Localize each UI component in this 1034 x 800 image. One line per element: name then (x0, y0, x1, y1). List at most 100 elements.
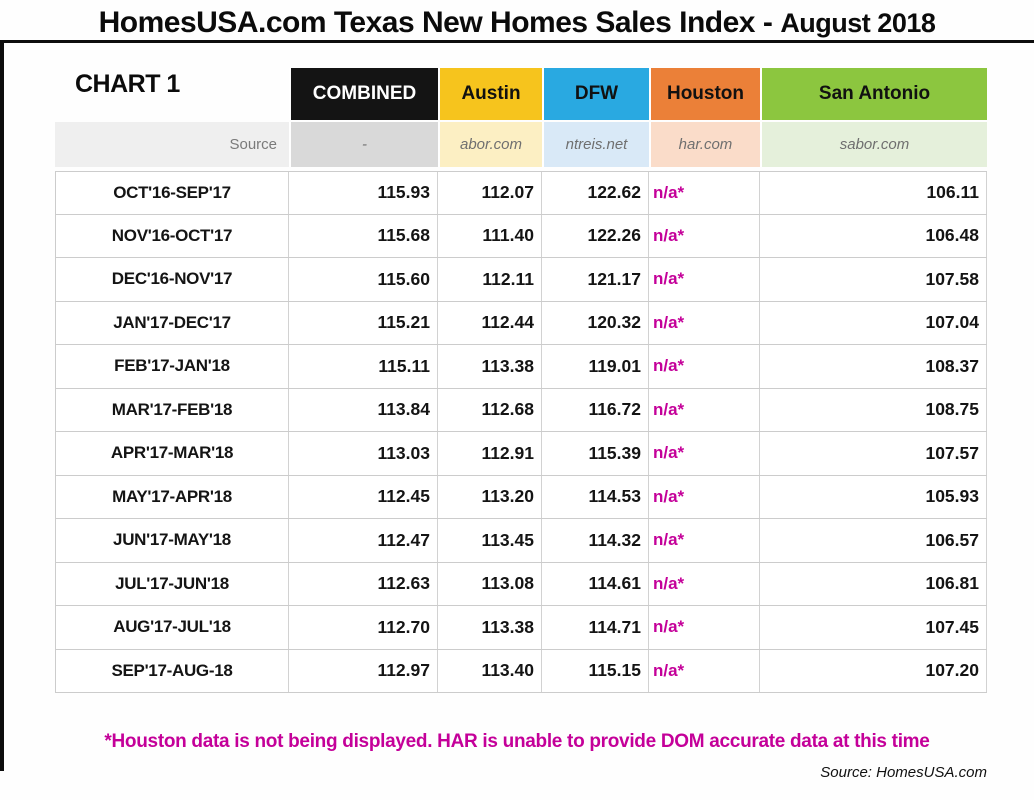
table-row: OCT'16-SEP'17 115.93 112.07 122.62 n/a* … (55, 171, 987, 215)
table-row: APR'17-MAR'18 113.03 112.91 115.39 n/a* … (55, 432, 987, 476)
austin-value: 112.68 (438, 388, 542, 431)
row-period-label: JUN'17-MAY'18 (55, 519, 289, 562)
row-period-label: MAR'17-FEB'18 (55, 388, 289, 431)
dfw-value: 114.32 (542, 519, 649, 562)
austin-value: 112.07 (438, 172, 542, 214)
source-houston: har.com (649, 122, 760, 167)
dfw-value: 115.39 (542, 432, 649, 475)
combined-value: 113.84 (289, 388, 438, 431)
table-row: JUN'17-MAY'18 112.47 113.45 114.32 n/a* … (55, 519, 987, 563)
houston-value: n/a* (649, 214, 760, 257)
combined-value: 115.93 (289, 172, 438, 214)
table-row: MAY'17-APR'18 112.45 113.20 114.53 n/a* … (55, 475, 987, 519)
source-dfw: ntreis.net (542, 122, 649, 167)
chart-label: CHART 1 (75, 70, 180, 98)
austin-value: 113.40 (438, 649, 542, 692)
dfw-value: 122.26 (542, 214, 649, 257)
left-border-line (0, 40, 4, 771)
houston-value: n/a* (649, 388, 760, 431)
source-row-label: Source (55, 122, 289, 167)
row-period-label: JAN'17-DEC'17 (55, 301, 289, 344)
table-row: NOV'16-OCT'17 115.68 111.40 122.26 n/a* … (55, 214, 987, 258)
table-row: FEB'17-JAN'18 115.11 113.38 119.01 n/a* … (55, 345, 987, 389)
row-period-label: FEB'17-JAN'18 (55, 345, 289, 388)
source-credit: Source: HomesUSA.com (820, 764, 987, 781)
row-period-label: NOV'16-OCT'17 (55, 214, 289, 257)
houston-value: n/a* (649, 562, 760, 605)
dfw-value: 114.61 (542, 562, 649, 605)
title-date: August 2018 (780, 8, 936, 38)
austin-value: 112.44 (438, 301, 542, 344)
houston-value: n/a* (649, 432, 760, 475)
column-header-combined: COMBINED (289, 68, 438, 120)
table-source-row: Source - abor.com ntreis.net har.com sab… (55, 122, 987, 167)
row-period-label: JUL'17-JUN'18 (55, 562, 289, 605)
houston-value: n/a* (649, 258, 760, 301)
dfw-value: 122.62 (542, 172, 649, 214)
austin-value: 113.20 (438, 475, 542, 518)
dfw-value: 114.71 (542, 606, 649, 649)
table-row: MAR'17-FEB'18 113.84 112.68 116.72 n/a* … (55, 388, 987, 432)
table-row: DEC'16-NOV'17 115.60 112.11 121.17 n/a* … (55, 258, 987, 302)
table-header-row: CHART 1 COMBINED Austin DFW Houston San … (55, 68, 987, 120)
combined-value: 112.70 (289, 606, 438, 649)
table-row: SEP'17-AUG-18 112.97 113.40 115.15 n/a* … (55, 649, 987, 693)
san-antonio-value: 106.81 (760, 562, 987, 605)
san-antonio-value: 105.93 (760, 475, 987, 518)
column-header-austin: Austin (438, 68, 542, 120)
austin-value: 113.08 (438, 562, 542, 605)
combined-value: 112.47 (289, 519, 438, 562)
dfw-value: 120.32 (542, 301, 649, 344)
houston-value: n/a* (649, 345, 760, 388)
houston-footnote: *Houston data is not being displayed. HA… (104, 731, 930, 752)
austin-value: 112.91 (438, 432, 542, 475)
san-antonio-value: 106.11 (760, 172, 987, 214)
combined-value: 115.60 (289, 258, 438, 301)
san-antonio-value: 107.04 (760, 301, 987, 344)
chart-label-cell: CHART 1 (55, 68, 289, 120)
table-row: JAN'17-DEC'17 115.21 112.44 120.32 n/a* … (55, 301, 987, 345)
title-main: HomesUSA.com Texas New Homes Sales Index… (98, 6, 773, 39)
houston-value: n/a* (649, 606, 760, 649)
page-title: HomesUSA.com Texas New Homes Sales Index… (0, 3, 1034, 40)
san-antonio-value: 107.20 (760, 649, 987, 692)
combined-value: 115.68 (289, 214, 438, 257)
source-san-antonio: sabor.com (760, 122, 987, 167)
dfw-value: 119.01 (542, 345, 649, 388)
combined-value: 115.21 (289, 301, 438, 344)
dfw-value: 114.53 (542, 475, 649, 518)
combined-value: 113.03 (289, 432, 438, 475)
san-antonio-value: 107.58 (760, 258, 987, 301)
dfw-value: 121.17 (542, 258, 649, 301)
san-antonio-value: 107.45 (760, 606, 987, 649)
sales-index-table: CHART 1 COMBINED Austin DFW Houston San … (55, 68, 987, 693)
top-border-line (0, 40, 1034, 43)
column-header-san-antonio: San Antonio (760, 68, 987, 120)
table-body: OCT'16-SEP'17 115.93 112.07 122.62 n/a* … (55, 171, 987, 693)
dfw-value: 116.72 (542, 388, 649, 431)
table-row: AUG'17-JUL'18 112.70 113.38 114.71 n/a* … (55, 606, 987, 650)
row-period-label: MAY'17-APR'18 (55, 475, 289, 518)
san-antonio-value: 108.37 (760, 345, 987, 388)
houston-value: n/a* (649, 649, 760, 692)
combined-value: 115.11 (289, 345, 438, 388)
column-header-houston: Houston (649, 68, 760, 120)
row-period-label: AUG'17-JUL'18 (55, 606, 289, 649)
combined-value: 112.63 (289, 562, 438, 605)
san-antonio-value: 106.48 (760, 214, 987, 257)
row-period-label: APR'17-MAR'18 (55, 432, 289, 475)
san-antonio-value: 108.75 (760, 388, 987, 431)
houston-value: n/a* (649, 519, 760, 562)
combined-value: 112.97 (289, 649, 438, 692)
austin-value: 113.38 (438, 345, 542, 388)
table-row: JUL'17-JUN'18 112.63 113.08 114.61 n/a* … (55, 562, 987, 606)
combined-value: 112.45 (289, 475, 438, 518)
houston-value: n/a* (649, 172, 760, 214)
san-antonio-value: 107.57 (760, 432, 987, 475)
austin-value: 113.38 (438, 606, 542, 649)
row-period-label: SEP'17-AUG-18 (55, 649, 289, 692)
source-combined: - (289, 122, 438, 167)
source-austin: abor.com (438, 122, 542, 167)
dfw-value: 115.15 (542, 649, 649, 692)
